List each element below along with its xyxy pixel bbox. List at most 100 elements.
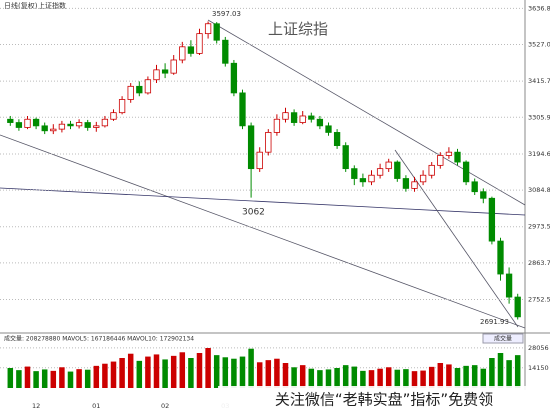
volume-bar [274,358,280,388]
volume-bar [480,368,487,388]
candle-body [290,112,298,123]
plot: 3636.81 3527.00 3415.73 3305.93 3194.66 3084.… [0,4,550,410]
candle-body [239,92,246,127]
y-tick-label: 3084.86 [528,186,550,194]
volume-bar [299,365,306,388]
peak-label: 3597.03 [212,10,241,18]
candle-body [144,79,152,94]
candle-body [419,174,427,183]
volume-bar [196,353,203,388]
trend-line [207,19,526,206]
volume-bar [514,355,521,388]
volume-bar [205,348,211,388]
volume-bar [256,362,263,388]
volume-bar [394,369,401,388]
candle-body [411,181,418,189]
volume-bar [179,352,186,388]
candle-body [127,85,134,100]
candle-body [93,125,100,128]
volume-bar [446,364,452,388]
volume-bar [84,369,91,388]
candle-body [282,112,289,120]
volume-bar [308,368,315,388]
candle-body [118,99,126,114]
volume-bar [351,366,358,388]
candle-body [247,125,255,170]
volume-bar [59,367,65,388]
volume-legend: 成交量: 208278880 MAVOL5: 167186446 MAVOL10… [4,335,194,343]
volume-bar [7,368,14,388]
y-tick-label: 14150 [528,364,549,372]
y-tick-label: 3415.73 [528,77,550,85]
volume-bar [24,366,31,388]
low-label: 3062 [242,208,265,218]
candle-body [385,161,392,170]
volume-bar [145,356,151,388]
volume-bar [385,367,392,388]
candle-body [222,39,229,64]
candle-body [187,46,195,54]
candle-body [359,178,367,183]
candle-body [110,112,117,120]
candle-body [454,151,461,163]
candle-body [170,59,177,74]
candle-body [50,128,57,132]
volume-bar [67,371,74,388]
volume-bar [76,369,82,388]
volume-bar [170,355,177,388]
candle-body [84,122,91,128]
volume-bar [463,365,469,388]
y-tick-label: 28056 [528,344,549,352]
volume-bar [368,370,375,388]
volume-bar [102,363,108,388]
volume-bar [342,365,349,388]
candle-body [67,123,74,127]
candle-body [101,118,109,127]
volume-bar [136,360,143,388]
candle-body [32,118,40,127]
candle-body [368,174,375,183]
volume-bar [471,365,478,388]
candle-body [514,296,521,318]
bottom-label: 2691.93 [480,318,509,326]
volume-bar [162,359,168,388]
candle-body [179,46,186,61]
candle-body [265,132,272,153]
y-tick-label: 2863.79 [528,259,550,267]
candle-body [428,164,435,176]
watermark-bg [218,386,550,413]
volume-bar [291,367,297,388]
candle-body [273,118,281,133]
trend-line [394,149,519,328]
candle-body [213,23,220,41]
candle-body [462,161,470,183]
volume-bar [93,365,100,388]
candle-body [376,168,384,176]
volume-bar [497,353,504,388]
y-tick-label: 2973.58 [528,223,550,231]
volume-bar [454,368,461,388]
volume-bar [231,358,237,388]
candle-body [196,33,203,54]
volume-bar [153,354,160,388]
volume-bar [437,363,444,388]
y-tick-label: 3636.81 [528,4,550,12]
candle-body [299,115,306,123]
volume-bar [213,355,220,388]
volume-bar [334,368,340,388]
candle-body [342,145,349,170]
candle-body [136,85,143,94]
header-period: 日线(复权) [4,1,38,10]
candle-body [394,161,401,179]
header-index: 上证指数 [38,1,66,10]
candle-body [15,122,23,128]
watermark: 关注微信“老韩实盘”指标”免费领 [275,391,493,409]
volume-bar [16,370,22,388]
candle-body [437,155,444,166]
candle-body [24,118,31,128]
candle-body [256,151,263,170]
volume-bar [377,368,383,388]
candle-body [308,115,315,120]
volume-bar [506,360,512,388]
